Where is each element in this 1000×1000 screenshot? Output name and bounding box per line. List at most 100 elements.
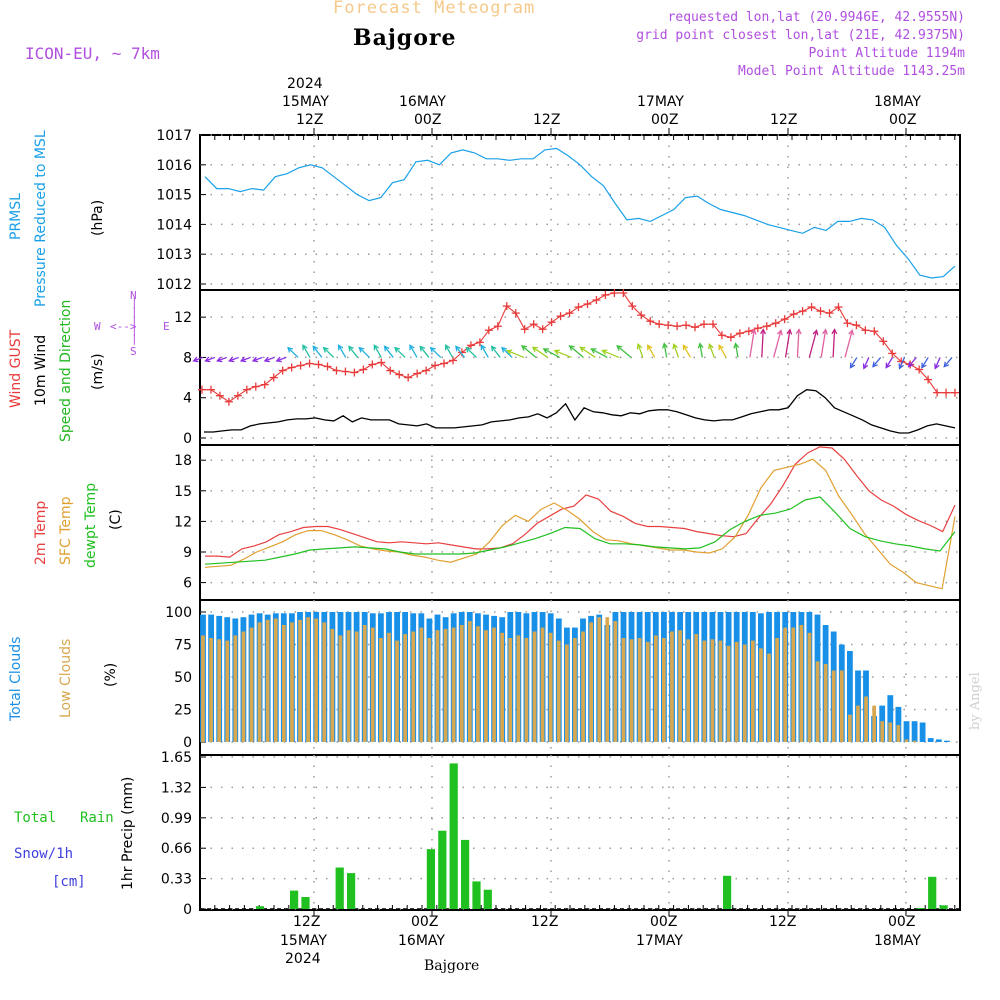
low-cloud-bar — [459, 625, 464, 742]
wind-arrow-head — [898, 363, 904, 370]
wind-direction-arrow — [682, 344, 692, 358]
wind-arrow-head — [394, 346, 401, 353]
low-cloud-bar — [306, 617, 310, 742]
low-cloud-bar — [904, 739, 909, 742]
wind-direction-arrow — [217, 356, 228, 362]
low-cloud-bar — [468, 621, 472, 742]
low-cloud-bar — [710, 639, 715, 742]
wind-arrow-head — [275, 356, 282, 363]
precip-ytick-label: 0.33 — [161, 872, 192, 888]
bottom-date-label: 15MAY — [280, 933, 327, 949]
low-cloud-bar — [912, 740, 917, 742]
wind-arrow-head — [579, 346, 586, 353]
clouds-ytick-label: 100 — [165, 605, 192, 621]
wind-arrow-head — [312, 345, 319, 352]
wind-direction-arrow — [908, 357, 917, 368]
low-cloud-bar — [217, 639, 221, 742]
compass-n: N — [130, 289, 137, 302]
rain-bar — [472, 881, 481, 909]
wind-direction-arrow — [205, 356, 216, 362]
wind-arrow-head — [786, 328, 793, 335]
wind-direction-arrow — [898, 357, 906, 369]
wind-arrow-head — [383, 345, 390, 352]
low-cloud-bar — [839, 670, 844, 742]
wind-direction-arrow — [348, 345, 359, 358]
clouds-ytick-label: 75 — [174, 638, 192, 654]
rain-bar — [461, 839, 470, 909]
rain-bar — [483, 889, 492, 909]
low-cloud-bar — [548, 632, 553, 742]
wind-direction-arrow — [849, 357, 858, 368]
low-cloud-bar — [775, 638, 779, 742]
wind-direction-arrow — [796, 329, 800, 358]
wind-direction-arrow — [885, 357, 894, 368]
temp-ytick-label: 12 — [174, 514, 192, 530]
low-cloud-bar — [362, 625, 367, 742]
wind-direction-arrow — [602, 350, 620, 359]
wind-direction-arrow — [616, 345, 632, 358]
low-cloud-bar — [848, 714, 852, 742]
wind-direction-arrow — [193, 356, 204, 362]
wind-arrow-head — [465, 346, 472, 353]
low-cloud-bar — [783, 627, 787, 742]
wind-arrow-head — [506, 349, 513, 355]
rain-label: Rain — [80, 810, 114, 826]
low-cloud-bar — [346, 630, 351, 742]
rain-bar — [426, 849, 435, 909]
low-cloud-bar — [516, 635, 521, 742]
low-cloud-bar — [734, 641, 739, 742]
temp-ytick-label: 9 — [183, 545, 192, 561]
wind-arrow-head — [490, 345, 497, 352]
wind-arrow-head — [531, 346, 538, 353]
wind-direction-arrow — [264, 356, 275, 362]
wind-arrow-head — [862, 363, 869, 370]
total-cloud-bar — [895, 706, 902, 742]
wind-direction-arrow — [287, 347, 299, 358]
total-cloud-bar — [919, 722, 926, 742]
low-cloud-bar — [694, 634, 699, 742]
low-cloud-bar — [799, 625, 804, 742]
wind-direction-arrow — [430, 347, 442, 358]
wind-direction-arrow — [501, 347, 513, 358]
requested-coords: requested lon,lat (20.9946E, 42.9555N) — [667, 10, 965, 25]
wind-direction-arrow — [338, 344, 347, 358]
top-hour-label: 12Z — [296, 112, 324, 128]
low-cloud-bar — [791, 627, 796, 742]
low-cloud-bar — [379, 638, 383, 742]
rain-bar — [928, 876, 937, 909]
low-cloud-bar — [831, 670, 836, 742]
wind-direction-arrow — [863, 357, 870, 369]
precip-ytick-label: 1.32 — [161, 780, 192, 796]
low-cloud-bar — [387, 632, 391, 742]
wind-arrow-head — [337, 344, 344, 351]
bottom-date-label: 17MAY — [636, 933, 683, 949]
low-cloud-bar — [581, 631, 585, 742]
wind-arrow-head — [849, 362, 856, 369]
compass-s: S — [130, 345, 137, 358]
low-cloud-bar — [370, 627, 375, 742]
wind-direction-arrow — [749, 329, 755, 358]
chart-title: Forecast Meteogram — [333, 0, 536, 18]
wind-direction-arrow — [820, 329, 827, 358]
wind-arrow-head — [934, 363, 940, 370]
top-year-label: 2024 — [287, 76, 323, 92]
precip-frame — [199, 754, 961, 911]
wind-arrow-head — [480, 344, 486, 351]
wind-direction-arrow — [445, 344, 454, 358]
rain-bar — [301, 897, 310, 909]
pressure-frame — [199, 134, 961, 291]
low-cloud-bar — [298, 619, 302, 742]
wind-arrow-head — [590, 348, 597, 354]
total-cloud-bar — [927, 738, 934, 742]
wind-direction-arrow — [507, 350, 525, 359]
wind-direction-arrow — [569, 345, 584, 358]
low-cloud-bar — [872, 705, 876, 742]
pressure-ytick-label: 1012 — [156, 277, 192, 293]
low-cloud-bar — [330, 628, 335, 742]
wind-arrow-head — [636, 342, 643, 350]
low-cloud-bar — [815, 661, 820, 742]
wind-direction-arrow — [699, 343, 703, 358]
wind-direction-arrow — [718, 344, 727, 358]
wind-arrow-head — [302, 344, 308, 351]
